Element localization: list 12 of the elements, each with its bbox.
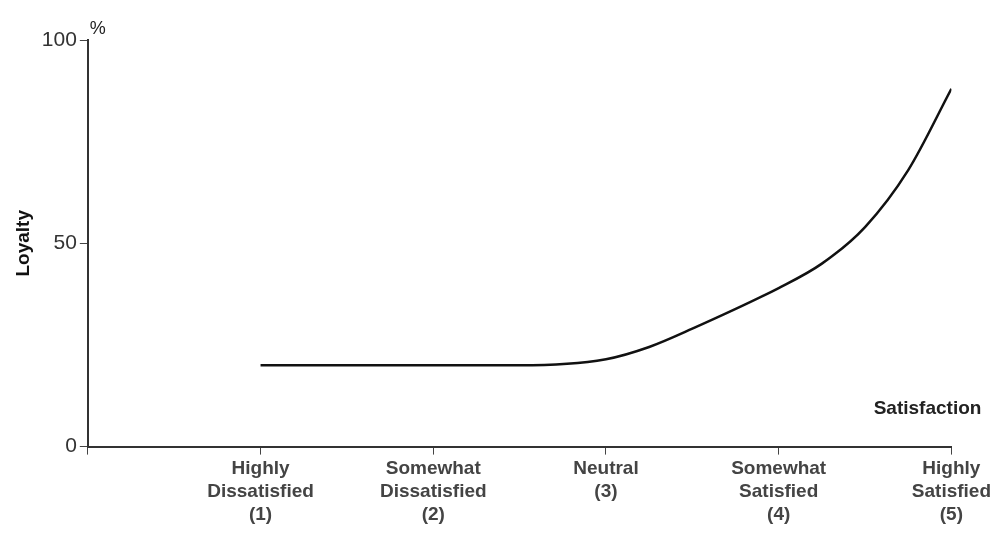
x-tick-label: Somewhat Dissatisfied (2) [379,457,487,524]
y-tick-label: 0 [65,433,77,457]
y-tick-label: 100 [41,26,77,50]
y-tick-label: 50 [53,230,77,254]
line-series [259,87,952,367]
x-tick-label: Neutral (3) [573,457,639,502]
text: % [89,17,106,38]
x-tick-label: Somewhat Satisfied (4) [731,457,827,524]
y-axis-title: Loyalty [11,209,33,277]
x-tick-label: Highly Satisfied (5) [911,457,992,524]
x-tick-label: Highly Dissatisfied (1) [207,457,314,524]
x-axis-title: Satisfaction [873,397,982,419]
